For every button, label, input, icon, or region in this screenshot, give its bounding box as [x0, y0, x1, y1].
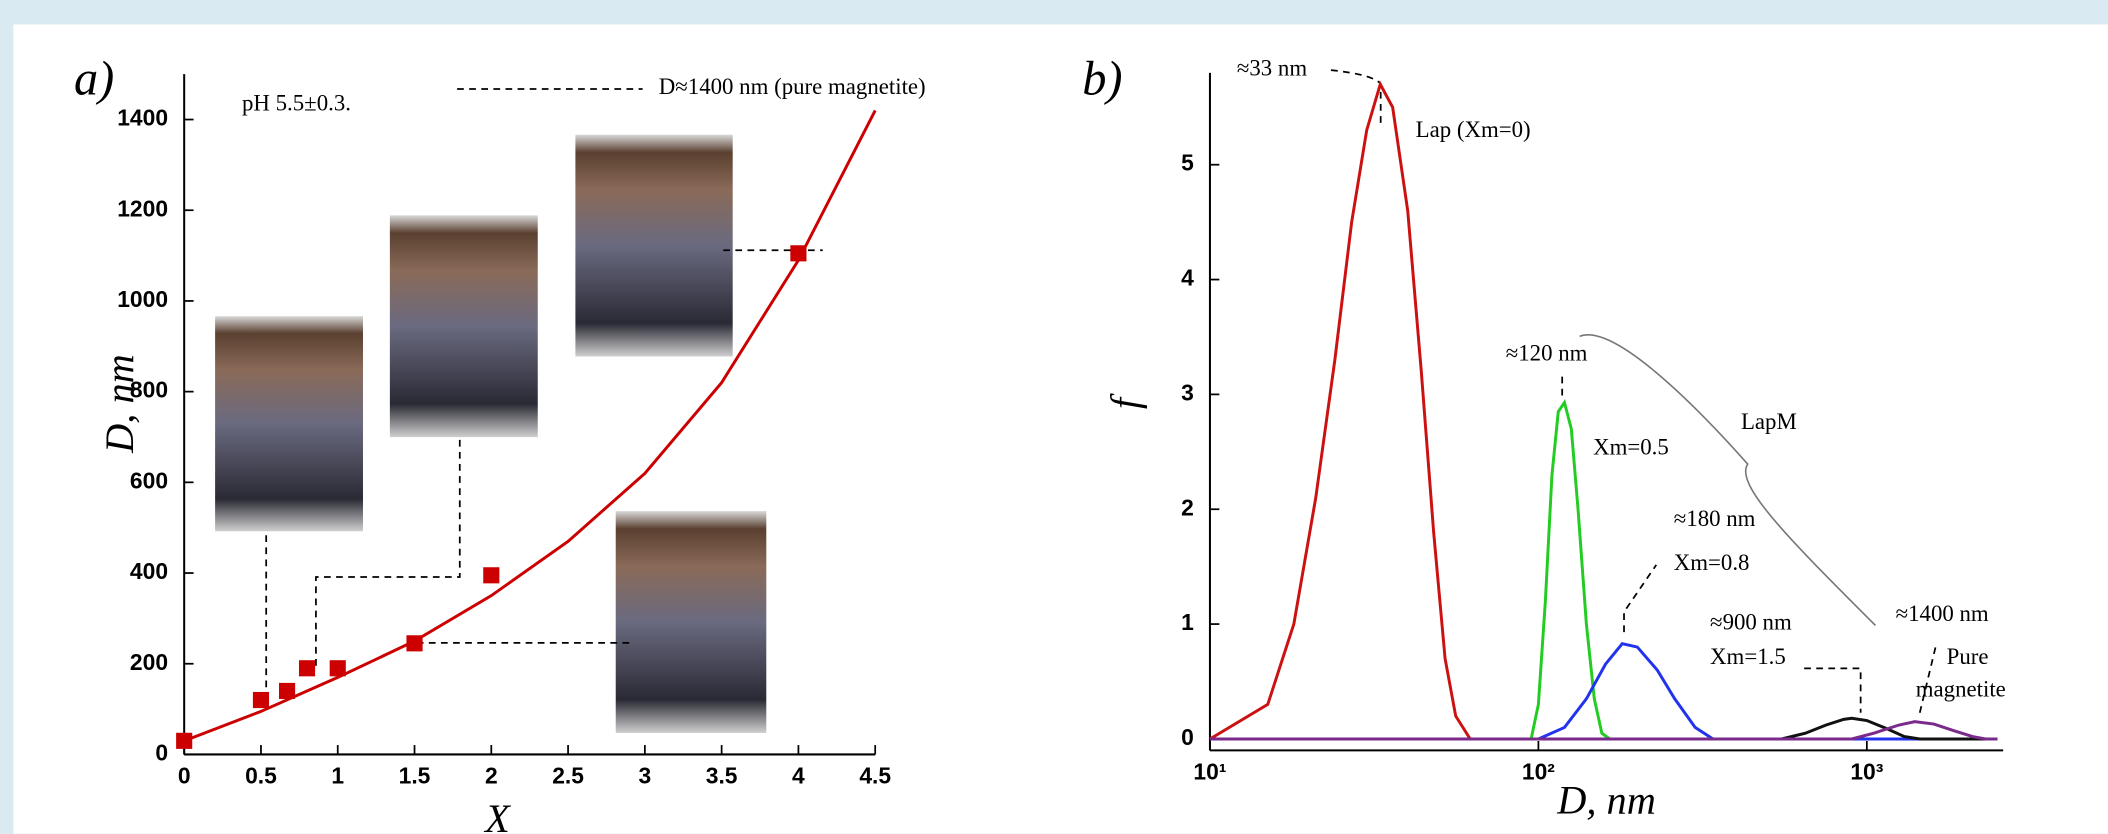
x-tick-label: 4.5	[859, 762, 891, 788]
photo	[215, 316, 363, 532]
photo	[389, 215, 538, 438]
leader	[1804, 667, 1862, 713]
x-tick-label: 1	[331, 762, 344, 788]
data-point	[298, 660, 316, 677]
x-tick-label: 2	[485, 762, 498, 788]
y-tick-label: 800	[130, 377, 168, 403]
x-tick-label: 4	[792, 762, 805, 788]
x-tick-label: 0.5	[245, 762, 277, 788]
photo	[575, 134, 733, 357]
brace	[1579, 334, 1876, 626]
y-axis-label: D, nm	[97, 354, 142, 454]
annotation: pH 5.5±0.3.	[242, 90, 351, 115]
y-tick-label: 1000	[117, 286, 168, 312]
panel-label: b)	[1082, 53, 1122, 106]
data-line	[1209, 642, 1998, 741]
annotation: Xm=1.5	[1710, 644, 1786, 669]
annotation: Lap (Xm=0)	[1416, 117, 1531, 142]
annotation: Pure	[1947, 644, 1989, 669]
y-tick-label: 0	[155, 739, 168, 765]
y-tick-label: 5	[1181, 150, 1194, 176]
annotation: ≈33 nm	[1237, 55, 1308, 80]
leader	[315, 439, 461, 669]
x-tick-label: 1.5	[399, 762, 431, 788]
data-point	[329, 660, 346, 677]
y-tick-label: 600	[130, 467, 168, 493]
annotation: Xm=0.8	[1674, 550, 1750, 575]
annotation: ≈1400 nm	[1896, 601, 1989, 626]
data-line	[1209, 716, 1998, 741]
x-tick-label: 10²	[1522, 758, 1555, 784]
x-tick-label: 10³	[1850, 758, 1883, 784]
x-tick-label: 10¹	[1193, 758, 1226, 784]
annotation: Xm=0.5	[1593, 435, 1669, 460]
y-tick-label: 1	[1181, 609, 1194, 635]
data-line	[1209, 720, 1998, 741]
y-tick-label: 0	[1181, 724, 1194, 750]
data-line	[1209, 398, 1998, 741]
data-line	[183, 109, 877, 743]
data-point	[483, 567, 500, 584]
x-tick-label: 2.5	[552, 762, 584, 788]
y-tick-label: 1400	[117, 105, 168, 131]
annotation: ≈900 nm	[1710, 609, 1792, 634]
x-axis-label: D, nm	[1556, 777, 1656, 822]
data-point	[278, 682, 296, 700]
annotation: ≈120 nm	[1506, 340, 1588, 365]
leader	[1623, 564, 1658, 633]
photos	[215, 134, 767, 733]
x-tick-label: 3.5	[706, 762, 738, 788]
y-axis-label: f	[1103, 393, 1148, 409]
y-tick-label: 3	[1181, 379, 1194, 405]
x-axis-label: X	[483, 796, 511, 834]
y-tick-label: 1200	[117, 195, 168, 221]
annotation: LapM	[1741, 409, 1797, 434]
leaders-a	[265, 88, 823, 703]
annotation: ≈180 nm	[1674, 506, 1756, 531]
annotation: magnetite	[1916, 677, 2006, 702]
panel-label: a)	[74, 53, 114, 106]
y-tick-label: 400	[130, 558, 168, 584]
y-tick-label: 2	[1181, 494, 1194, 520]
y-tick-label: 200	[130, 649, 168, 675]
y-tick-label: 4	[1181, 265, 1194, 291]
photo	[615, 511, 767, 733]
x-tick-label: 3	[638, 762, 651, 788]
data-line	[1209, 80, 1998, 741]
data-point	[252, 691, 270, 709]
x-tick-label: 0	[178, 762, 191, 788]
annotation: D≈1400 nm (pure magnetite)	[659, 74, 926, 99]
